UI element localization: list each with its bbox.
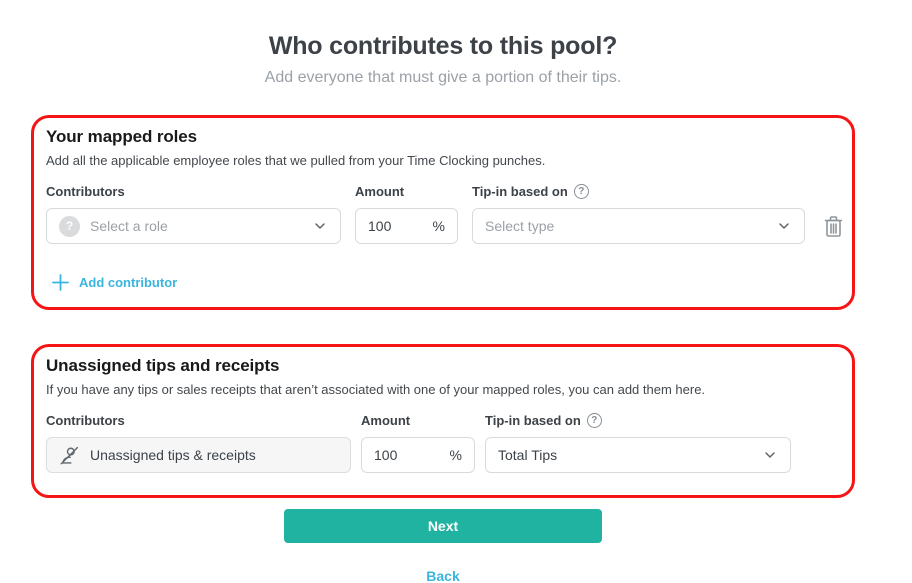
chevron-down-icon — [762, 447, 778, 463]
tip-in-help-icon[interactable]: ? — [586, 413, 602, 428]
tip-type-select[interactable]: Select type — [472, 208, 805, 244]
tip-type-placeholder: Select type — [485, 218, 555, 234]
amount-column-label: Amount — [361, 413, 411, 428]
mapped-roles-row: ? Select a role % Select type — [46, 208, 842, 244]
add-contributor-button[interactable]: Add contributor — [46, 274, 177, 291]
tip-in-column-label: Tip-in based on ? — [485, 413, 791, 428]
unassigned-contributor-label: Unassigned tips & receipts — [90, 447, 256, 463]
role-select-placeholder: Select a role — [90, 218, 168, 234]
unassigned-amount-unit: % — [449, 447, 462, 463]
unassigned-amount-input[interactable] — [374, 447, 446, 463]
pool-contributors-page: Who contributes to this pool? Add everyo… — [31, 32, 855, 583]
mapped-roles-section: Your mapped roles Add all the applicable… — [31, 115, 855, 310]
role-select[interactable]: ? Select a role — [46, 208, 341, 244]
contributors-column-label: Contributors — [46, 413, 125, 428]
mapped-roles-column-labels: Contributors Amount Tip-in based on ? — [46, 184, 840, 199]
mapped-amount-field: % — [355, 208, 458, 244]
amount-column-label: Amount — [355, 184, 405, 199]
unassigned-description: If you have any tips or sales receipts t… — [46, 382, 706, 397]
next-button[interactable]: Next — [284, 509, 602, 543]
delete-row-button[interactable] — [819, 214, 847, 239]
unassigned-row: Unassigned tips & receipts % Total Tips — [46, 437, 840, 473]
unassigned-tip-type-value: Total Tips — [498, 447, 558, 463]
unassigned-tip-type-select[interactable]: Total Tips — [485, 437, 791, 473]
unassigned-section: Unassigned tips and receipts If you have… — [31, 344, 855, 498]
tip-in-label-text: Tip-in based on — [485, 413, 581, 428]
mapped-roles-title: Your mapped roles — [46, 127, 198, 146]
mapped-amount-input[interactable] — [368, 218, 429, 234]
back-button[interactable]: Back — [426, 568, 460, 583]
mapped-roles-description: Add all the applicable employee roles th… — [46, 153, 546, 168]
page-subtitle: Add everyone that must give a portion of… — [264, 69, 622, 86]
tip-in-column-label: Tip-in based on ? — [472, 184, 805, 199]
tip-in-help-icon[interactable]: ? — [573, 184, 589, 199]
person-slash-icon — [59, 445, 80, 466]
unassigned-amount-field: % — [361, 437, 475, 473]
contributors-column-label: Contributors — [46, 184, 125, 199]
chevron-down-icon — [776, 218, 792, 234]
role-placeholder-avatar-icon: ? — [59, 215, 80, 237]
unassigned-title: Unassigned tips and receipts — [46, 356, 280, 375]
page-title: Who contributes to this pool? — [268, 32, 618, 60]
add-contributor-label: Add contributor — [79, 275, 178, 290]
tip-in-label-text: Tip-in based on — [472, 184, 568, 199]
unassigned-column-labels: Contributors Amount Tip-in based on ? — [46, 413, 840, 428]
unassigned-contributor-field: Unassigned tips & receipts — [46, 437, 351, 473]
chevron-down-icon — [312, 218, 328, 234]
plus-icon — [52, 274, 69, 291]
trash-icon — [824, 215, 842, 237]
mapped-amount-unit: % — [432, 218, 445, 234]
